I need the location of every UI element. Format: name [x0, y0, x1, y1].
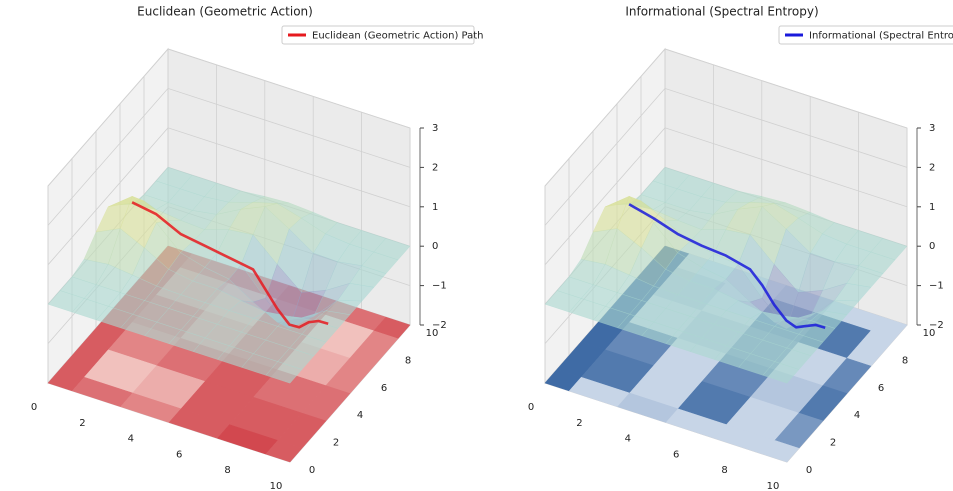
z-tick-label: 3 — [929, 123, 935, 134]
x-tick-label: 4 — [625, 434, 631, 445]
x-tick-label: 2 — [576, 418, 582, 429]
z-tick-label: −2 — [929, 320, 944, 331]
z-tick-label: 1 — [929, 202, 935, 213]
z-tick-label: 1 — [432, 202, 438, 213]
y-tick-label: 4 — [854, 410, 860, 421]
y-tick-label: 6 — [381, 383, 387, 394]
x-tick-label: 8 — [224, 465, 230, 476]
x-tick-label: 2 — [79, 418, 85, 429]
y-tick-label: 8 — [405, 355, 411, 366]
figure: 02468100246810−2−10123Euclidean (Geometr… — [0, 0, 953, 491]
x-tick-label: 8 — [721, 465, 727, 476]
z-tick-label: 2 — [929, 162, 935, 173]
z-tick-label: −1 — [929, 281, 944, 292]
y-tick-label: 8 — [902, 355, 908, 366]
y-tick-label: 2 — [830, 438, 836, 449]
z-tick-label: 2 — [432, 162, 438, 173]
x-tick-label: 0 — [528, 402, 534, 413]
y-tick-label: 0 — [309, 465, 315, 476]
x-tick-label: 4 — [128, 434, 134, 445]
chart-title: Euclidean (Geometric Action) — [137, 5, 313, 19]
legend-label: Informational (Spectral Entropy) Path — [809, 31, 953, 42]
z-tick-label: 3 — [432, 123, 438, 134]
z-tick-label: −1 — [432, 281, 447, 292]
y-tick-label: 4 — [357, 410, 363, 421]
chart-title: Informational (Spectral Entropy) — [625, 5, 818, 19]
x-tick-label: 6 — [673, 449, 679, 460]
z-tick-label: −2 — [432, 320, 447, 331]
y-tick-label: 0 — [806, 465, 812, 476]
y-tick-label: 2 — [333, 438, 339, 449]
legend-label: Euclidean (Geometric Action) Path — [312, 31, 484, 42]
z-tick-label: 0 — [929, 241, 935, 252]
x-tick-label: 10 — [767, 481, 780, 491]
y-tick-label: 6 — [878, 383, 884, 394]
x-tick-label: 0 — [31, 402, 37, 413]
x-tick-label: 6 — [176, 449, 182, 460]
x-tick-label: 10 — [270, 481, 283, 491]
page: {"chart_data": [ {"type": "surface3d", "… — [0, 0, 953, 491]
z-tick-label: 0 — [432, 241, 438, 252]
